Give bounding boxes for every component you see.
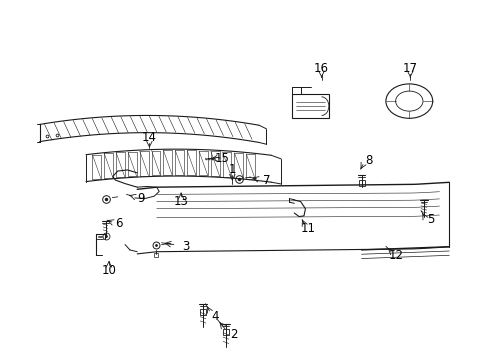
Text: 11: 11	[300, 222, 315, 235]
Text: 4: 4	[211, 310, 219, 324]
Text: 3: 3	[182, 240, 189, 253]
Text: 13: 13	[173, 195, 188, 208]
Text: 1: 1	[228, 163, 236, 176]
Text: 10: 10	[102, 264, 116, 277]
Text: 8: 8	[365, 154, 372, 167]
Text: 15: 15	[215, 152, 229, 165]
Text: 5: 5	[426, 213, 433, 226]
Text: 7: 7	[262, 174, 270, 187]
Text: 6: 6	[115, 217, 122, 230]
Text: 17: 17	[402, 62, 417, 75]
Text: 9: 9	[137, 192, 144, 205]
Text: 16: 16	[313, 62, 328, 75]
Text: 2: 2	[229, 328, 237, 341]
Text: 14: 14	[142, 131, 157, 144]
Text: 12: 12	[388, 249, 403, 262]
